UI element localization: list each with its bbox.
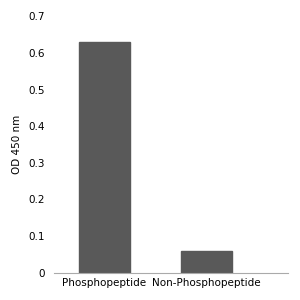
Bar <box>79 42 130 273</box>
Y-axis label: OD 450 nm: OD 450 nm <box>13 115 22 174</box>
Bar <box>181 251 232 273</box>
